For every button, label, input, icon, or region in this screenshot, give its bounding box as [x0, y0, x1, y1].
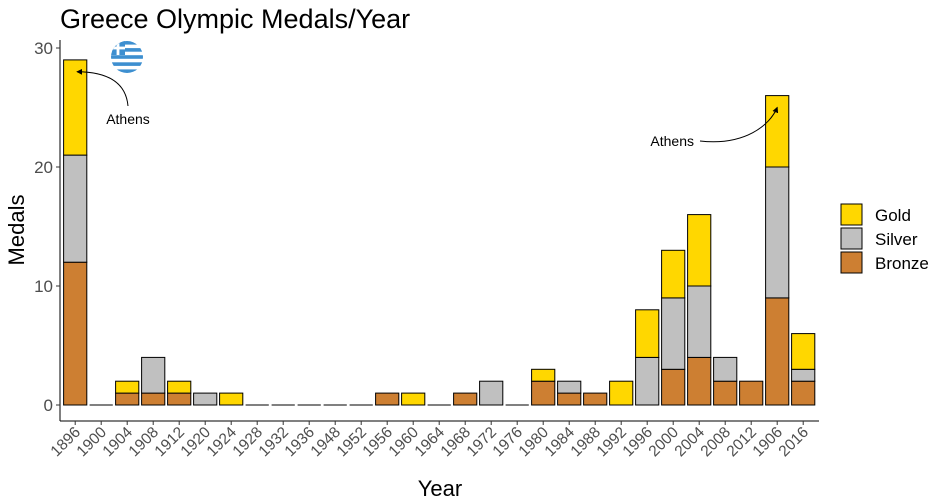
bar-gold-1906 [765, 95, 790, 168]
x-axis-title: Year [418, 476, 462, 501]
bar-bronze-2012 [739, 380, 764, 406]
bar-silver-1996 [635, 356, 660, 406]
bars-layer [63, 59, 816, 406]
bar-silver-2004 [687, 285, 712, 358]
bar-bronze-2008 [713, 380, 738, 406]
bar-silver-1984 [557, 380, 582, 394]
legend-label-gold: Gold [875, 206, 911, 225]
bar-silver-2000 [661, 297, 686, 370]
annotation-label-1896: Athens [106, 111, 150, 127]
annotation-label-1906: Athens [650, 133, 694, 149]
bar-silver-1906 [765, 166, 790, 299]
y-tick-label-10: 10 [34, 277, 53, 296]
bar-bronze-1980 [531, 380, 556, 406]
annotation-arrow-1896 [76, 68, 129, 107]
y-tick-label-20: 20 [34, 158, 53, 177]
bar-bronze-1896 [63, 261, 88, 406]
legend-label-silver: Silver [875, 230, 918, 249]
bar-bronze-1908 [141, 392, 166, 406]
bar-gold-2016 [791, 333, 816, 370]
legend-swatch-bronze [840, 251, 863, 274]
bar-gold-1904 [115, 380, 140, 394]
bar-gold-1960 [401, 392, 426, 406]
legend-label-bronze: Bronze [875, 254, 929, 273]
annotations-layer: Athens Athens [76, 68, 779, 149]
bar-gold-2000 [661, 249, 686, 299]
bar-bronze-1984 [557, 392, 582, 406]
bar-gold-1980 [531, 368, 556, 382]
bar-bronze-1904 [115, 392, 140, 406]
bar-silver-2016 [791, 368, 816, 382]
bar-silver-1908 [141, 356, 166, 394]
bar-bronze-1968 [453, 392, 478, 406]
bar-bronze-2000 [661, 368, 686, 406]
bar-gold-1912 [167, 380, 192, 394]
bar-silver-2008 [713, 356, 738, 382]
bar-bronze-1988 [583, 392, 608, 406]
bar-gold-1996 [635, 309, 660, 358]
bar-gold-1896 [63, 59, 88, 156]
annotation-arrow-1906 [699, 106, 779, 143]
bar-gold-2004 [687, 214, 712, 287]
bar-silver-1896 [63, 154, 88, 263]
bar-silver-1972 [479, 380, 504, 406]
legend-swatch-silver [840, 227, 863, 250]
x-tick-label-2016: 2016 [776, 424, 812, 460]
legend-swatch-gold [840, 203, 863, 226]
greece-flag-icon [111, 41, 143, 73]
bar-bronze-1912 [167, 392, 192, 406]
y-tick-label-0: 0 [44, 396, 53, 415]
y-tick-label-30: 30 [34, 39, 53, 58]
bar-silver-1920 [193, 392, 218, 406]
bar-bronze-2004 [687, 356, 712, 406]
y-axis-title: Medals [4, 195, 29, 266]
chart-title: Greece Olympic Medals/Year [60, 4, 410, 34]
bar-bronze-2016 [791, 380, 816, 406]
bar-bronze-1956 [375, 392, 400, 406]
bar-gold-1924 [219, 392, 244, 406]
bar-bronze-1906 [765, 297, 790, 406]
legend: Gold Silver Bronze [840, 203, 929, 274]
bar-gold-1992 [609, 380, 634, 406]
